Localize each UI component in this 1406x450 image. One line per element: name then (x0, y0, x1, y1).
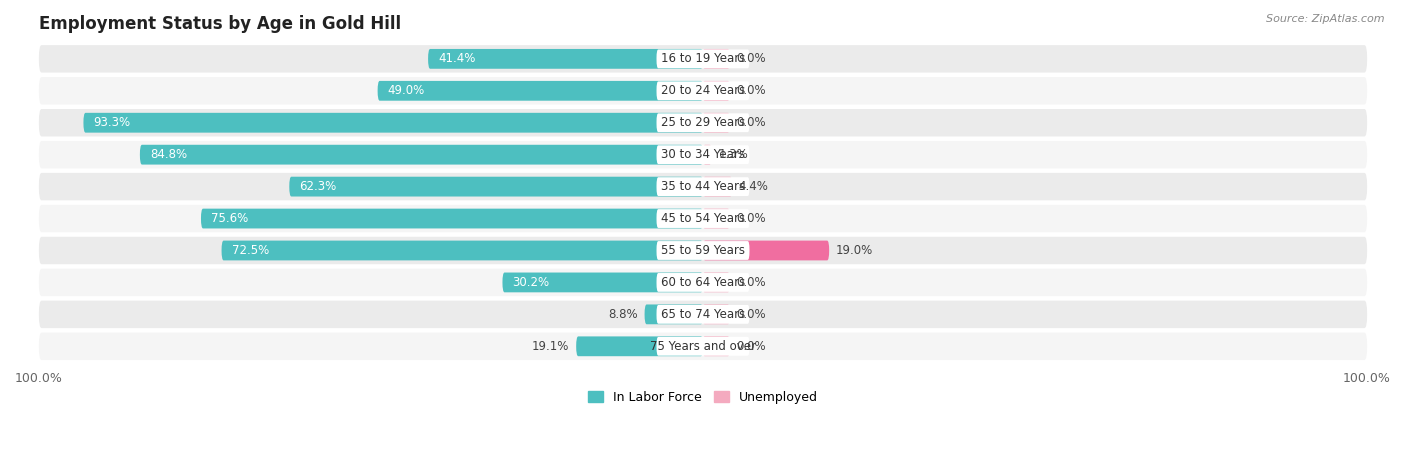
Text: 55 to 59 Years: 55 to 59 Years (661, 244, 745, 257)
FancyBboxPatch shape (657, 209, 749, 228)
FancyBboxPatch shape (657, 273, 749, 292)
Text: 75.6%: 75.6% (211, 212, 249, 225)
FancyBboxPatch shape (39, 109, 1367, 136)
Text: 0.0%: 0.0% (737, 276, 766, 289)
Text: 41.4%: 41.4% (439, 52, 475, 65)
Text: 0.0%: 0.0% (737, 212, 766, 225)
FancyBboxPatch shape (703, 305, 730, 324)
Text: 19.0%: 19.0% (835, 244, 873, 257)
FancyBboxPatch shape (39, 237, 1367, 264)
FancyBboxPatch shape (703, 49, 730, 69)
Text: 19.1%: 19.1% (531, 340, 569, 353)
Text: 93.3%: 93.3% (93, 116, 131, 129)
Text: 30 to 34 Years: 30 to 34 Years (661, 148, 745, 161)
FancyBboxPatch shape (703, 145, 711, 165)
FancyBboxPatch shape (703, 113, 730, 133)
Text: 49.0%: 49.0% (388, 84, 425, 97)
Text: 45 to 54 Years: 45 to 54 Years (661, 212, 745, 225)
Text: 84.8%: 84.8% (150, 148, 187, 161)
Text: 0.0%: 0.0% (737, 308, 766, 321)
FancyBboxPatch shape (657, 177, 749, 196)
Text: 0.0%: 0.0% (737, 116, 766, 129)
Text: 65 to 74 Years: 65 to 74 Years (661, 308, 745, 321)
Text: 1.3%: 1.3% (718, 148, 748, 161)
Text: 35 to 44 Years: 35 to 44 Years (661, 180, 745, 193)
FancyBboxPatch shape (657, 241, 749, 260)
FancyBboxPatch shape (290, 177, 703, 197)
FancyBboxPatch shape (502, 273, 703, 292)
Text: 30.2%: 30.2% (512, 276, 550, 289)
FancyBboxPatch shape (39, 301, 1367, 328)
Text: 16 to 19 Years: 16 to 19 Years (661, 52, 745, 65)
FancyBboxPatch shape (703, 273, 730, 292)
FancyBboxPatch shape (657, 50, 749, 68)
FancyBboxPatch shape (39, 205, 1367, 232)
FancyBboxPatch shape (378, 81, 703, 101)
FancyBboxPatch shape (39, 269, 1367, 296)
Text: 62.3%: 62.3% (299, 180, 336, 193)
Text: 60 to 64 Years: 60 to 64 Years (661, 276, 745, 289)
FancyBboxPatch shape (703, 241, 830, 261)
Text: 0.0%: 0.0% (737, 52, 766, 65)
FancyBboxPatch shape (39, 333, 1367, 360)
Text: 72.5%: 72.5% (232, 244, 269, 257)
FancyBboxPatch shape (703, 81, 730, 101)
Text: Employment Status by Age in Gold Hill: Employment Status by Age in Gold Hill (39, 15, 401, 33)
FancyBboxPatch shape (39, 141, 1367, 168)
FancyBboxPatch shape (657, 145, 749, 164)
Text: 25 to 29 Years: 25 to 29 Years (661, 116, 745, 129)
FancyBboxPatch shape (39, 45, 1367, 72)
FancyBboxPatch shape (222, 241, 703, 261)
Text: 20 to 24 Years: 20 to 24 Years (661, 84, 745, 97)
Text: 4.4%: 4.4% (740, 180, 769, 193)
FancyBboxPatch shape (657, 81, 749, 100)
FancyBboxPatch shape (83, 113, 703, 133)
Text: 0.0%: 0.0% (737, 340, 766, 353)
FancyBboxPatch shape (39, 77, 1367, 104)
FancyBboxPatch shape (201, 209, 703, 229)
FancyBboxPatch shape (703, 209, 730, 229)
FancyBboxPatch shape (39, 173, 1367, 200)
FancyBboxPatch shape (644, 305, 703, 324)
FancyBboxPatch shape (657, 113, 749, 132)
FancyBboxPatch shape (657, 305, 749, 324)
Text: 75 Years and over: 75 Years and over (650, 340, 756, 353)
FancyBboxPatch shape (139, 145, 703, 165)
Text: 8.8%: 8.8% (609, 308, 638, 321)
FancyBboxPatch shape (427, 49, 703, 69)
Text: 0.0%: 0.0% (737, 84, 766, 97)
FancyBboxPatch shape (657, 337, 749, 356)
Text: Source: ZipAtlas.com: Source: ZipAtlas.com (1267, 14, 1385, 23)
FancyBboxPatch shape (576, 337, 703, 356)
FancyBboxPatch shape (703, 177, 733, 197)
Legend: In Labor Force, Unemployed: In Labor Force, Unemployed (588, 391, 818, 404)
FancyBboxPatch shape (703, 337, 730, 356)
